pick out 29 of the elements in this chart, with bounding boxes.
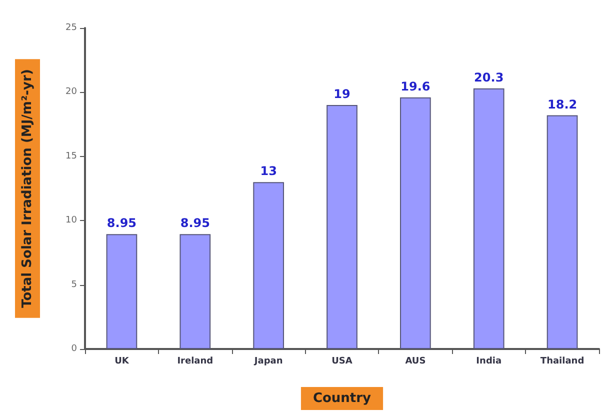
y-axis-title: Total Solar Irradiation (MJ/m²-yr) [20, 69, 35, 308]
x-tick-label: AUS [405, 356, 426, 366]
bar [400, 97, 431, 349]
y-tick-label: 10 [66, 216, 78, 226]
bar [253, 182, 284, 349]
y-tick-label: 20 [66, 87, 78, 98]
y-tick-label: 0 [71, 344, 78, 354]
bar [106, 234, 138, 349]
x-tick-label: USA [332, 356, 352, 366]
bar [546, 115, 578, 349]
bar [326, 105, 358, 349]
y-tick-label: 15 [66, 151, 77, 162]
y-tick-label: 5 [71, 280, 77, 290]
data-label: 18.2 [547, 97, 578, 112]
data-label: 8.95 [180, 216, 210, 230]
x-tick-label: UK [114, 356, 130, 366]
x-tick-label: Thailand [540, 356, 584, 366]
data-label: 8.95 [106, 216, 137, 230]
bar [473, 88, 504, 349]
x-axis-title: Country [312, 391, 372, 406]
y-tick-label: 25 [66, 23, 77, 33]
data-label: 19.6 [400, 79, 430, 94]
data-label: 20.3 [474, 70, 504, 84]
bar [180, 234, 211, 349]
x-tick-label: Japan [253, 356, 283, 366]
x-tick-label: India [476, 356, 502, 366]
data-label: 19 [334, 87, 350, 102]
data-label: 13 [260, 164, 277, 178]
x-tick-label: Ireland [177, 356, 214, 366]
